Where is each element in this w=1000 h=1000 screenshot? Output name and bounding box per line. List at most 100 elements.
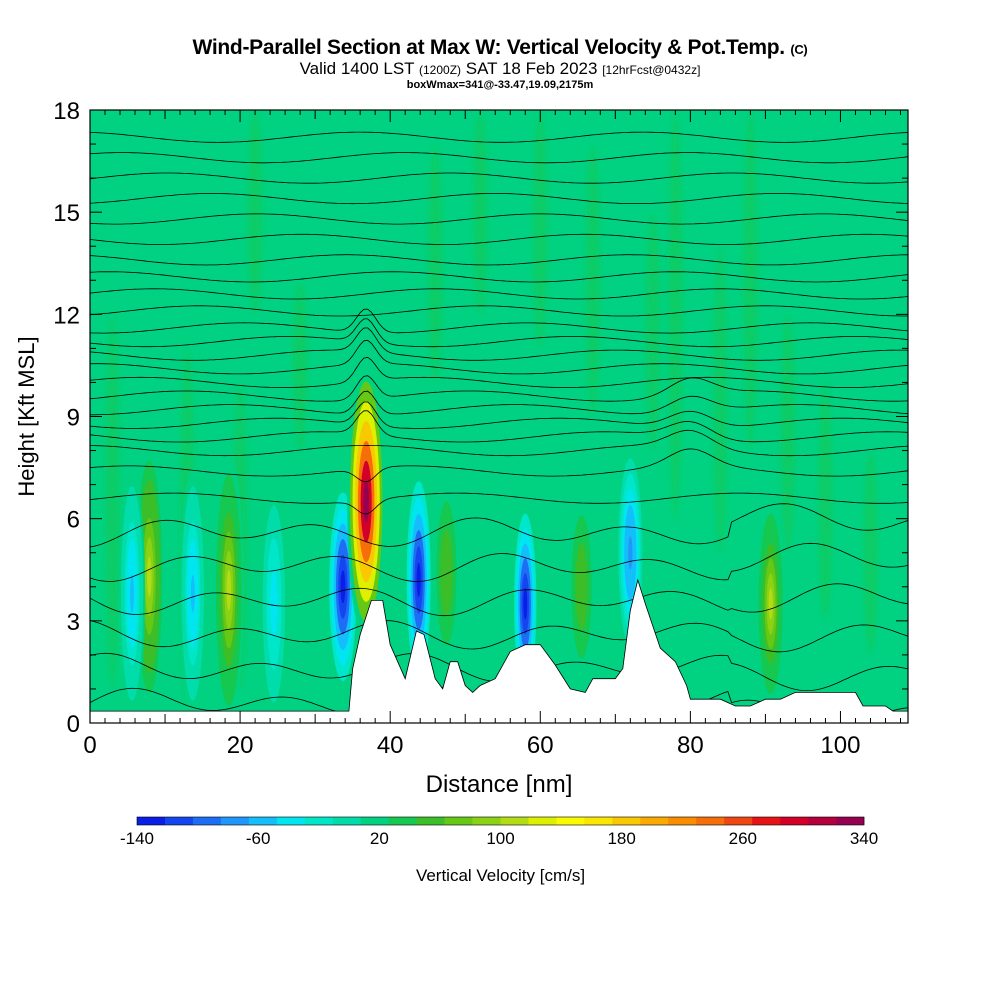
isentrope-line xyxy=(90,213,908,225)
chart-title-main: Wind-Parallel Section at Max W: Vertical… xyxy=(192,36,786,59)
texture-streak xyxy=(668,110,683,519)
colorbar-swatch xyxy=(444,817,473,825)
isentrope-line xyxy=(90,492,908,515)
isentrope-line xyxy=(90,327,908,361)
isentrope-line xyxy=(90,583,908,617)
y-tick-label: 3 xyxy=(67,609,80,636)
isentrope-line xyxy=(90,542,908,582)
valid-utc: (1200Z) xyxy=(419,63,462,77)
x-axis-label: Distance [nm] xyxy=(426,771,573,798)
isentrope-line xyxy=(90,503,908,548)
colorbar-tick-label: 100 xyxy=(486,829,514,848)
colorbar-swatch xyxy=(164,817,194,825)
isentrope-line xyxy=(90,193,908,205)
colorbar-tick-label: 180 xyxy=(607,829,635,848)
chart-title-block: Wind-Parallel Section at Max W: Vertical… xyxy=(0,36,1000,91)
colorbar: -140 -60 20 100 180 260 340 Vertical Velocity [… xyxy=(120,816,878,885)
isentropes xyxy=(90,131,908,723)
isentrope-line xyxy=(90,254,908,266)
colorbar-tick-label: 20 xyxy=(370,829,389,848)
texture-streak xyxy=(585,144,600,417)
colorbar-swatch xyxy=(276,817,306,825)
colorbar-swatch xyxy=(836,817,865,825)
velocity-core xyxy=(444,558,449,589)
x-tick-label: 60 xyxy=(527,732,554,759)
colorbar-tick-label: 260 xyxy=(729,829,757,848)
copyright-mark: (C) xyxy=(790,42,808,57)
colorbar-swatch xyxy=(752,817,781,825)
isentrope-line xyxy=(90,390,908,416)
velocity-core xyxy=(768,588,773,620)
isentrope-line xyxy=(90,288,908,300)
isentrope-line xyxy=(90,172,908,184)
isentrope-line xyxy=(90,318,908,348)
x-tick-label: 20 xyxy=(227,732,254,759)
colorbar-tick-label: -140 xyxy=(120,829,154,848)
colorbar-label: Vertical Velocity [cm/s] xyxy=(416,866,585,885)
plot-clip-group xyxy=(90,110,908,723)
texture-streak xyxy=(428,144,443,383)
colorbar-swatch xyxy=(528,817,557,825)
valid-date: SAT 18 Feb 2023 xyxy=(465,59,598,78)
y-tick-label: 15 xyxy=(53,200,80,227)
x-tick-label: 100 xyxy=(820,732,860,759)
texture-streak xyxy=(645,212,660,451)
velocity-core xyxy=(363,480,370,523)
velocity-core xyxy=(416,562,421,598)
texture-streak xyxy=(780,314,795,553)
velocity-core xyxy=(523,588,528,620)
velocity-core xyxy=(340,570,346,604)
colorbar-swatch xyxy=(332,817,361,825)
colorbar-tick-label: 340 xyxy=(850,829,878,848)
box-info: boxWmax=341@-33.47,19.09,2175m xyxy=(406,79,594,91)
terrain xyxy=(90,578,908,723)
velocity-core xyxy=(271,586,276,622)
isentrope-line xyxy=(90,308,908,334)
colorbar-swatch xyxy=(416,817,445,825)
forecast-info: [12hrFcst@0432z] xyxy=(602,63,701,77)
texture-streak xyxy=(713,246,728,553)
colorbar-swatch xyxy=(724,817,753,825)
colorbar-swatch xyxy=(500,817,529,825)
colorbar-swatch xyxy=(220,817,250,825)
colorbar-swatch xyxy=(472,817,501,825)
colorbar-swatch xyxy=(808,817,837,825)
isentrope-line xyxy=(90,233,908,245)
y-axis-label: Height [Kft MSL] xyxy=(14,336,39,496)
colorbar-swatch xyxy=(248,817,278,825)
texture-streak xyxy=(293,280,308,451)
colorbar-swatch xyxy=(388,817,417,825)
colorbar-swatch xyxy=(612,817,641,825)
texture-streak xyxy=(473,110,488,315)
colorbar-frame xyxy=(136,816,865,826)
texture-streak xyxy=(743,110,758,451)
colorbar-swatch xyxy=(137,817,166,825)
y-tick-label: 18 xyxy=(53,98,80,125)
chart-title: Wind-Parallel Section at Max W: Vertical… xyxy=(0,36,1000,60)
colorbar-swatch xyxy=(780,817,809,825)
isentrope-line xyxy=(90,152,908,164)
isentrope-line xyxy=(90,305,908,317)
velocity-core xyxy=(226,569,232,611)
velocity-core xyxy=(628,536,633,570)
texture-streak xyxy=(105,314,120,689)
texture-streak xyxy=(248,110,263,315)
colorbar-tick-label: -60 xyxy=(246,829,271,848)
colorbar-swatch xyxy=(304,817,334,825)
isentrope-line xyxy=(90,410,908,443)
isentrope-line xyxy=(90,401,908,429)
isentrope-line xyxy=(90,131,908,143)
colorbar-swatch xyxy=(640,817,669,825)
isentrope-line xyxy=(90,448,908,483)
texture-streak xyxy=(818,382,833,621)
colorbar-swatch xyxy=(360,817,389,825)
valid-time: Valid 1400 LST xyxy=(299,59,415,78)
isentrope-line xyxy=(90,271,908,283)
velocity-core xyxy=(579,571,584,602)
x-tick-label: 80 xyxy=(677,732,704,759)
velocity-core xyxy=(130,574,134,613)
colorbar-swatch xyxy=(556,817,585,825)
axes: 0 20 40 60 80 100 0 3 6 9 12 15 18 Distance [nm] Heigh… xyxy=(14,98,909,798)
isentrope-line xyxy=(90,375,908,402)
